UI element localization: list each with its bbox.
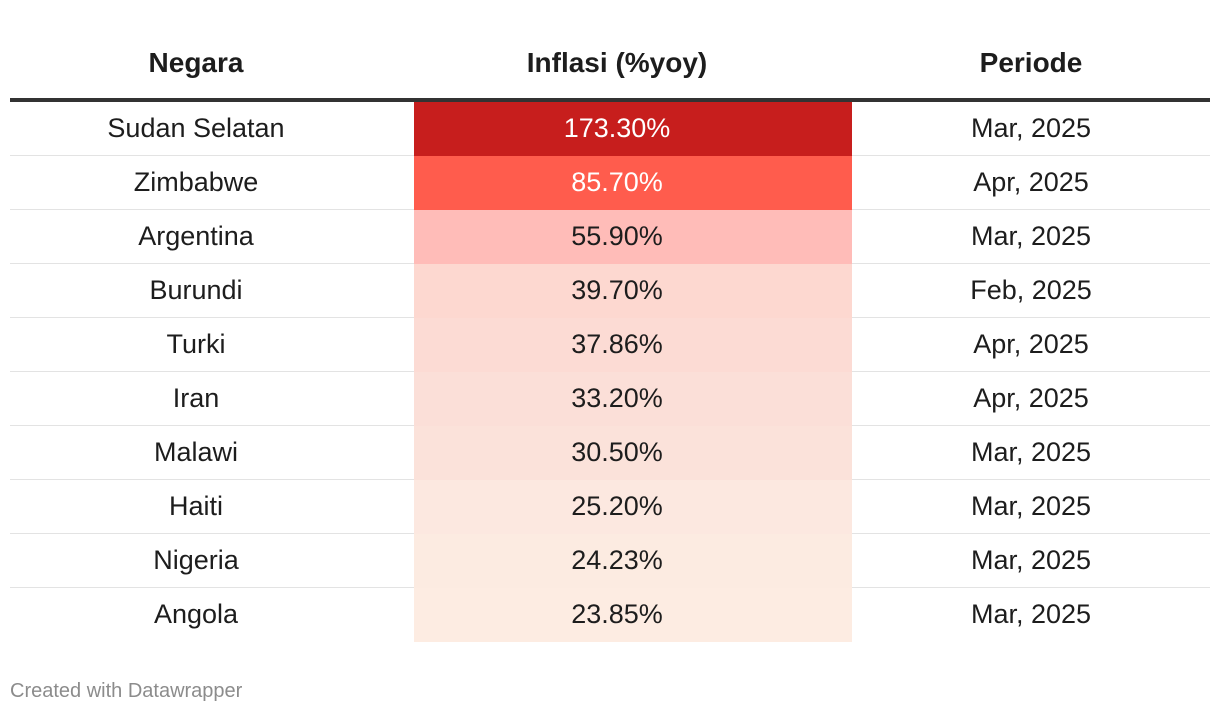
period-cell: Mar, 2025 — [852, 100, 1210, 156]
country-cell: Sudan Selatan — [10, 100, 382, 156]
inflation-cell: 37.86% — [382, 317, 852, 372]
country-cell: Haiti — [10, 479, 382, 534]
inflation-cell: 25.20% — [382, 479, 852, 534]
inflation-heat-fill — [414, 102, 852, 156]
inflation-value: 39.70% — [571, 275, 663, 305]
column-header-period[interactable]: Periode — [852, 28, 1210, 102]
inflation-value: 55.90% — [571, 221, 663, 251]
inflation-value: 173.30% — [563, 113, 671, 143]
table-row: Angola 23.85% Mar, 2025 — [10, 588, 1210, 642]
inflation-cell: 33.20% — [382, 371, 852, 426]
country-cell: Argentina — [10, 209, 382, 264]
period-cell: Apr, 2025 — [852, 371, 1210, 426]
inflation-cell: 30.50% — [382, 425, 852, 480]
table-row: Burundi 39.70% Feb, 2025 — [10, 263, 1210, 318]
country-cell: Nigeria — [10, 533, 382, 588]
table-header-row: Negara Inflasi (%yoy) Periode — [10, 28, 1210, 102]
inflation-table: Negara Inflasi (%yoy) Periode Sudan Sela… — [10, 28, 1210, 642]
period-cell: Apr, 2025 — [852, 317, 1210, 372]
period-cell: Mar, 2025 — [852, 209, 1210, 264]
period-cell: Mar, 2025 — [852, 425, 1210, 480]
inflation-cell: 24.23% — [382, 533, 852, 588]
table-row: Zimbabwe 85.70% Apr, 2025 — [10, 155, 1210, 210]
period-cell: Mar, 2025 — [852, 479, 1210, 534]
inflation-cell: 173.30% — [382, 100, 852, 156]
inflation-heat-fill — [414, 480, 852, 534]
table-body: Sudan Selatan 173.30% Mar, 2025 Zimbabwe 85.… — [10, 100, 1210, 642]
inflation-heat-fill — [414, 210, 852, 264]
inflation-value: 23.85% — [571, 599, 663, 629]
inflation-cell: 85.70% — [382, 155, 852, 210]
table-row: Haiti 25.20% Mar, 2025 — [10, 479, 1210, 534]
inflation-heat-fill — [414, 156, 852, 210]
country-cell: Burundi — [10, 263, 382, 318]
period-cell: Mar, 2025 — [970, 599, 1092, 629]
inflation-table-container: Negara Inflasi (%yoy) Periode Sudan Sela… — [10, 28, 1210, 642]
inflation-value: 25.20% — [571, 491, 663, 521]
inflation-value: 24.23% — [571, 545, 663, 575]
inflation-heat-fill — [414, 264, 852, 318]
period-cell: Feb, 2025 — [852, 263, 1210, 318]
country-cell: Angola — [153, 599, 239, 629]
country-cell: Malawi — [10, 425, 382, 480]
country-cell: Zimbabwe — [10, 155, 382, 210]
inflation-value: 37.86% — [571, 329, 663, 359]
inflation-cell: 55.90% — [382, 209, 852, 264]
table-row: Nigeria 24.23% Mar, 2025 — [10, 533, 1210, 588]
inflation-heat-fill — [414, 318, 852, 372]
datawrapper-credit: Created with Datawrapper — [10, 680, 243, 702]
inflation-cell: 39.70% — [382, 263, 852, 318]
inflation-heat-fill — [414, 588, 852, 642]
table-row: Malawi 30.50% Mar, 2025 — [10, 425, 1210, 480]
inflation-heat-fill — [414, 372, 852, 426]
column-header-country[interactable]: Negara — [10, 28, 382, 102]
country-cell: Turki — [10, 317, 382, 372]
inflation-heat-fill — [414, 534, 852, 588]
table-row: Iran 33.20% Apr, 2025 — [10, 371, 1210, 426]
period-cell: Apr, 2025 — [852, 155, 1210, 210]
table-row: Turki 37.86% Apr, 2025 — [10, 317, 1210, 372]
table-row: Argentina 55.90% Mar, 2025 — [10, 209, 1210, 264]
inflation-heat-fill — [414, 426, 852, 480]
inflation-cell: 23.85% — [382, 588, 852, 642]
inflation-value: 33.20% — [571, 383, 663, 413]
inflation-value: 30.50% — [571, 437, 663, 467]
column-header-inflation[interactable]: Inflasi (%yoy) — [382, 28, 852, 102]
country-cell: Iran — [10, 371, 382, 426]
period-cell: Mar, 2025 — [852, 533, 1210, 588]
table-row: Sudan Selatan 173.30% Mar, 2025 — [10, 100, 1210, 156]
inflation-value: 85.70% — [571, 167, 663, 197]
